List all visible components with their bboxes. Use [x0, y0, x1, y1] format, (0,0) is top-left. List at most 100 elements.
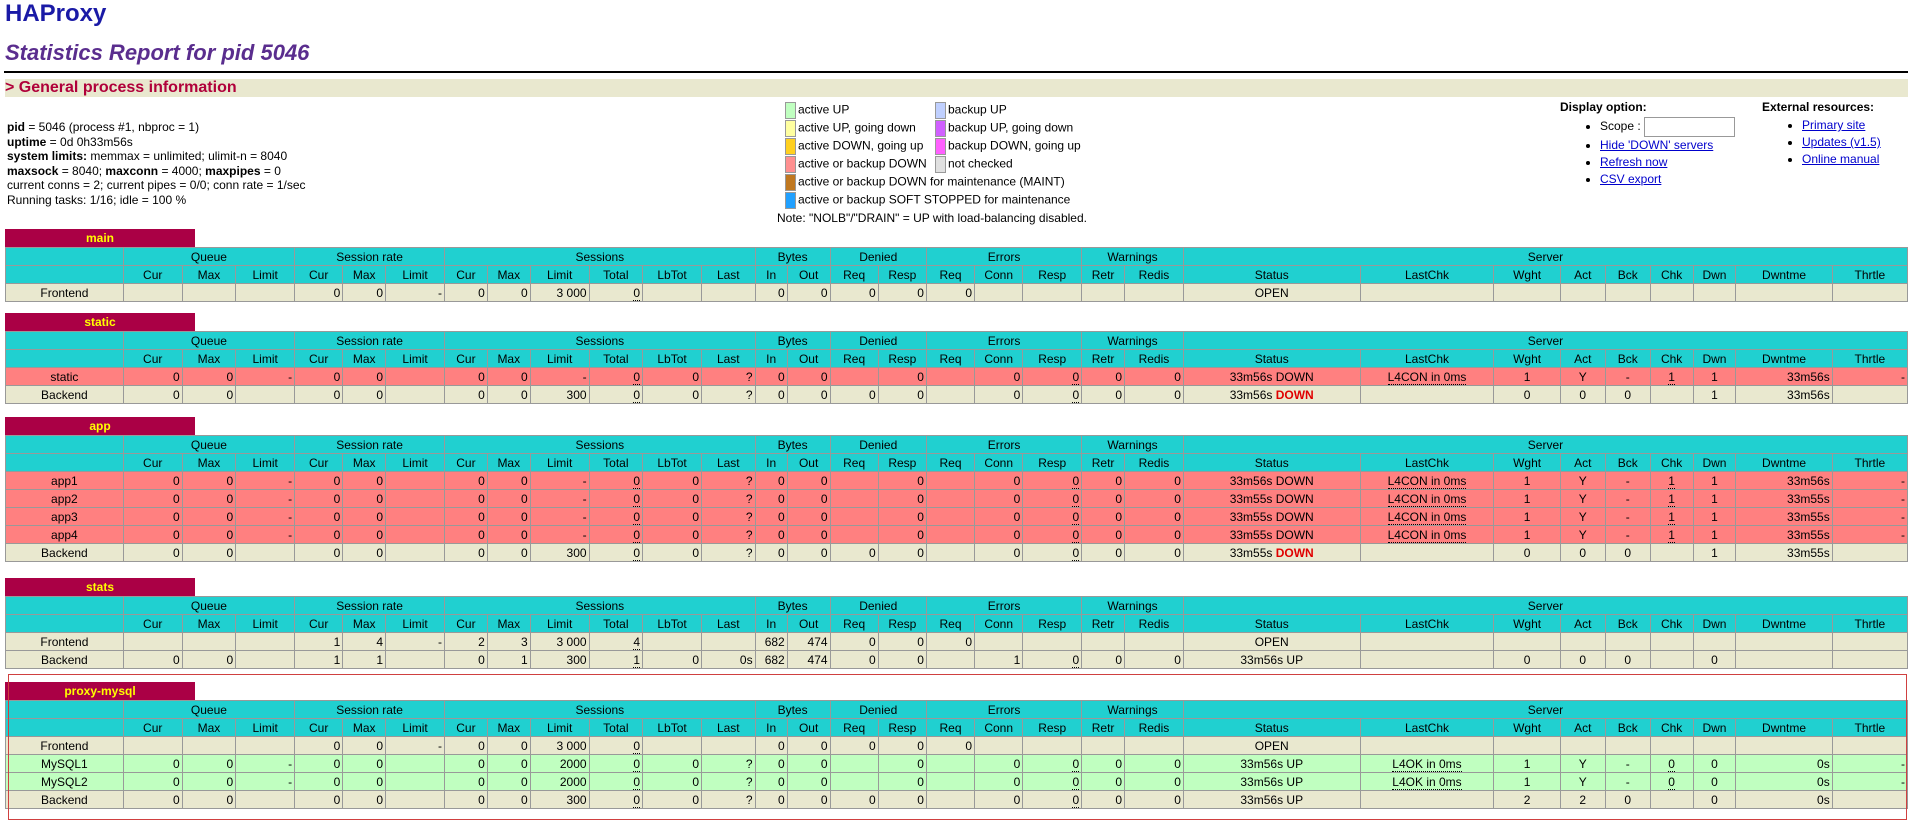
table-cell: 0	[829, 543, 879, 562]
cell-value: 1	[1523, 473, 1531, 488]
cell-value[interactable]: 0	[633, 509, 641, 525]
table-cell: 1	[1692, 471, 1737, 490]
cell-value: 0	[692, 387, 699, 402]
proxy-name-static[interactable]: static	[5, 313, 195, 331]
cell-value: 0	[333, 792, 341, 807]
cell-value[interactable]: L4CON in 0ms	[1387, 369, 1467, 385]
column-header: Cur	[294, 265, 344, 284]
proxy-name-stats[interactable]: stats	[5, 578, 195, 596]
cell-value: 4	[376, 634, 384, 649]
cell-value[interactable]: 0	[1668, 774, 1675, 790]
updates-link[interactable]: Updates (v1.5)	[1802, 135, 1881, 149]
cell-value[interactable]: 0	[1072, 473, 1080, 489]
cell-value[interactable]: 0	[1072, 774, 1080, 790]
column-header: Chk	[1649, 265, 1694, 284]
cell-value[interactable]: 1	[1668, 369, 1675, 385]
cell-value: 33m55s	[1787, 545, 1830, 560]
table-cell: ?	[701, 772, 756, 791]
cell-value: 0	[478, 652, 485, 667]
cell-value[interactable]: 0	[1072, 491, 1080, 507]
table-cell	[1735, 736, 1833, 755]
column-header	[5, 265, 124, 284]
cell-value[interactable]: 0	[633, 738, 641, 754]
table-cell: 0	[181, 790, 237, 809]
table-cell: 0	[1604, 543, 1651, 562]
status-down: DOWN	[1275, 545, 1314, 560]
cell-value[interactable]: 0	[633, 527, 641, 543]
cell-value: 0	[1624, 792, 1632, 807]
cell-value: 33m55s DOWN	[1229, 527, 1314, 542]
cell-value[interactable]: 0	[633, 545, 641, 561]
table-cell: 0	[1692, 754, 1737, 773]
cell-value: -	[1901, 491, 1905, 506]
cell-value[interactable]: 1	[1668, 509, 1675, 525]
cell-value[interactable]: 4	[633, 634, 641, 650]
table-cell: 0	[754, 367, 788, 386]
cell-value[interactable]: 0	[633, 792, 641, 808]
column-header: LastChk	[1359, 349, 1495, 368]
cell-value[interactable]: 0	[1072, 369, 1080, 385]
table-cell: 0	[122, 367, 183, 386]
cell-value[interactable]: 0	[633, 491, 641, 507]
cell-value[interactable]: 0	[633, 285, 641, 301]
proxy-name-main[interactable]: main	[5, 229, 195, 247]
proxy-name-app[interactable]: app	[5, 417, 195, 435]
cell-value: 0	[778, 509, 785, 524]
cell-value[interactable]: 0	[633, 774, 641, 790]
cell-value[interactable]: L4CON in 0ms	[1387, 527, 1467, 543]
table-row: app1 0 0 - 0 0 0 0 - 0 0? 0 0 0 0 0 0 0 33m56s DOWN L4CON i…	[5, 471, 1909, 490]
cell-value[interactable]: 1	[633, 652, 641, 668]
cell-value[interactable]: 0	[1668, 756, 1675, 772]
cell-value[interactable]: 0	[1072, 527, 1080, 543]
cell-value[interactable]: 0	[1072, 509, 1080, 525]
cell-value: 0	[820, 509, 828, 524]
cell-value: -	[1625, 473, 1630, 488]
cell-value[interactable]: 1	[1668, 473, 1675, 489]
cell-value: Y	[1578, 491, 1587, 506]
table-cell: -	[529, 471, 590, 490]
proxy-name-proxy-mysql[interactable]: proxy-mysql	[5, 682, 195, 700]
csv-export-link[interactable]: CSV export	[1600, 172, 1662, 186]
cell-value[interactable]: 0	[1072, 652, 1080, 668]
cell-value: 474	[807, 652, 828, 667]
table-cell	[1081, 283, 1125, 302]
cell-value[interactable]: 0	[633, 387, 641, 403]
column-group-header: Bytes	[754, 700, 831, 719]
column-header: Total	[588, 453, 644, 472]
column-group-header: Sessions	[444, 435, 756, 454]
table-cell: 0s	[701, 650, 756, 669]
table-cell: 0	[1493, 650, 1561, 669]
hide-down-link[interactable]: Hide 'DOWN' servers	[1600, 138, 1714, 152]
cell-value: 0	[778, 285, 785, 300]
table-row: Backend 0 0 1 1 0 1 300 1 0 0s 682 474 0 0 1 0 0 0 33m56s U…	[5, 650, 1909, 669]
cell-value: -	[582, 491, 587, 506]
column-group-header: Bytes	[754, 331, 831, 350]
table-cell: Y	[1559, 367, 1606, 386]
cell-value[interactable]: 0	[1072, 545, 1080, 561]
cell-value[interactable]: 0	[633, 756, 641, 772]
cell-value[interactable]: L4CON in 0ms	[1387, 473, 1467, 489]
cell-value[interactable]: 0	[1072, 792, 1080, 808]
table-cell: 0	[486, 489, 531, 508]
refresh-link[interactable]: Refresh now	[1600, 155, 1668, 169]
cell-value[interactable]: 1	[1668, 527, 1675, 543]
cell-value[interactable]: L4OK in 0ms	[1392, 756, 1462, 772]
cell-value[interactable]: 0	[1072, 387, 1080, 403]
legend-item: not checked	[935, 156, 1013, 173]
scope-input[interactable]	[1644, 117, 1736, 137]
cell-value[interactable]: 0	[633, 369, 641, 385]
cell-value[interactable]: 0	[633, 473, 641, 489]
legend-label: active UP	[798, 102, 850, 117]
cell-value[interactable]: L4OK in 0ms	[1392, 774, 1462, 790]
primary-site-link[interactable]: Primary site	[1802, 118, 1866, 132]
online-manual-link[interactable]: Online manual	[1802, 152, 1880, 166]
cell-value: 300	[566, 792, 587, 807]
cell-value[interactable]: 1	[1668, 491, 1675, 507]
cell-value: app2	[51, 491, 78, 506]
legend-swatch	[785, 120, 796, 137]
cell-value[interactable]: 0	[1072, 756, 1080, 772]
cell-value[interactable]: L4CON in 0ms	[1387, 491, 1467, 507]
cell-value: Backend	[41, 387, 88, 402]
cell-value[interactable]: L4CON in 0ms	[1387, 509, 1467, 525]
table-cell: 0	[444, 489, 488, 508]
